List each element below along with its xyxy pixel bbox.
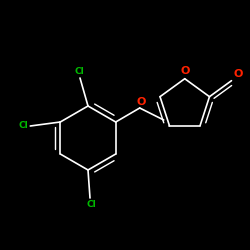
Text: Cl: Cl [74, 67, 84, 76]
Text: O: O [136, 97, 145, 107]
Text: Cl: Cl [86, 200, 96, 209]
Text: O: O [234, 69, 243, 79]
Text: Cl: Cl [18, 122, 28, 130]
Text: O: O [180, 66, 190, 76]
